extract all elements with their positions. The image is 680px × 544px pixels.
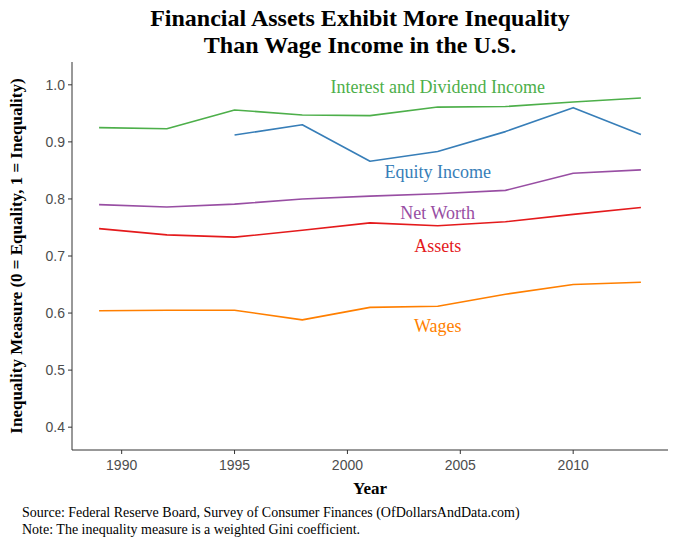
- y-tick-label: 0.7: [46, 248, 66, 264]
- y-axis-label: Inequality Measure (0 = Equality, 1 = In…: [7, 78, 26, 433]
- x-tick-label: 2005: [445, 457, 476, 473]
- series-label: Wages: [414, 316, 462, 336]
- x-tick: [347, 450, 348, 454]
- series-line: [235, 108, 641, 162]
- title: Than Wage Income in the U.S.: [204, 32, 516, 58]
- y-tick-label: 0.8: [46, 191, 66, 207]
- x-axis: [72, 450, 668, 451]
- series-label: Assets: [414, 236, 461, 256]
- x-tick: [234, 450, 235, 454]
- series-line: [99, 208, 641, 238]
- title: Financial Assets Exhibit More Inequality: [150, 5, 570, 31]
- chart: Financial Assets Exhibit More Inequality…: [0, 0, 680, 544]
- x-axis-label: Year: [353, 479, 387, 498]
- x-tick: [460, 450, 461, 454]
- y-tick-label: 0.4: [46, 419, 66, 435]
- note: Note: The inequality measure is a weight…: [22, 522, 360, 537]
- series-label: Equity Income: [384, 162, 490, 182]
- y-tick: [68, 427, 72, 428]
- y-tick: [68, 313, 72, 314]
- series-line: [99, 98, 641, 129]
- y-tick: [68, 141, 72, 142]
- plot-lines: [99, 98, 641, 320]
- y-tick-label: 1.0: [46, 77, 66, 93]
- y-tick-label: 0.5: [46, 362, 66, 378]
- series-line: [99, 282, 641, 320]
- x-tick-label: 2010: [558, 457, 589, 473]
- x-tick-label: 2000: [332, 457, 363, 473]
- y-tick: [68, 198, 72, 199]
- source: Source: Federal Reserve Board, Survey of…: [22, 505, 520, 521]
- y-tick-label: 0.9: [46, 134, 66, 150]
- y-tick-label: 0.6: [46, 305, 66, 321]
- y-tick: [68, 256, 72, 257]
- x-tick-label: 1990: [106, 457, 137, 473]
- series-label: Interest and Dividend Income: [331, 77, 545, 97]
- y-tick: [68, 370, 72, 371]
- x-tick: [121, 450, 122, 454]
- y-tick: [68, 84, 72, 85]
- series-label: Net Worth: [400, 203, 475, 223]
- x-tick: [573, 450, 574, 454]
- series-line: [99, 170, 641, 207]
- x-tick-label: 1995: [219, 457, 250, 473]
